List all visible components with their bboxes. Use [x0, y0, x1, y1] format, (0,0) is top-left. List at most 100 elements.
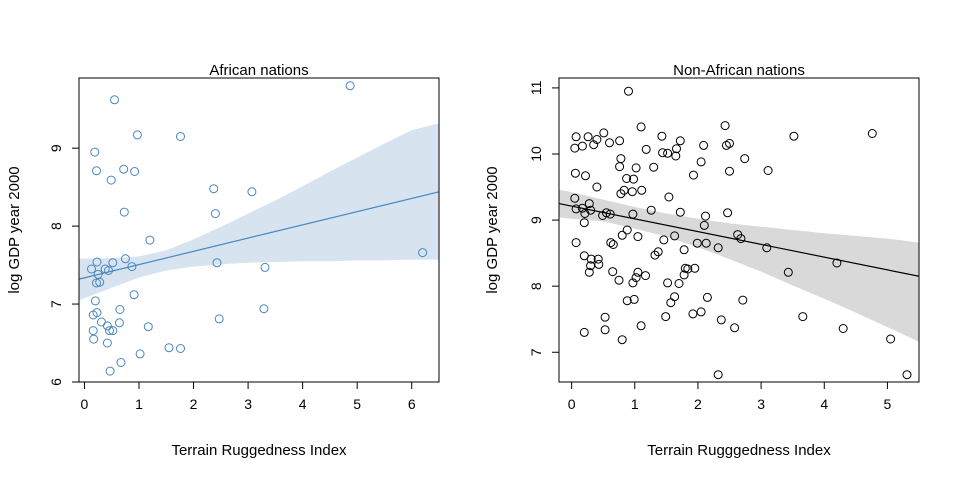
data-point [650, 250, 660, 260]
plot-frame [558, 77, 920, 383]
regression-line [78, 191, 440, 280]
x-tick-label: 3 [244, 396, 252, 412]
panel-title-african: African nations [209, 62, 308, 79]
data-point [702, 292, 712, 302]
data-point [689, 170, 698, 180]
x-tick-label: 5 [353, 396, 361, 412]
data-point [96, 317, 106, 327]
data-point [601, 208, 611, 218]
data-point [90, 296, 100, 306]
x-tick-label: 6 [408, 396, 416, 412]
data-point [692, 238, 702, 248]
data-point [600, 312, 610, 322]
data-point [570, 143, 580, 153]
data-point [119, 164, 129, 174]
data-point [688, 309, 698, 319]
y-tick-label: 7 [48, 300, 64, 308]
data-point [584, 199, 594, 209]
data-point [631, 273, 641, 283]
data-point [95, 277, 105, 287]
data-point [622, 225, 632, 235]
data-point [716, 315, 726, 325]
x-tick-label: 4 [299, 396, 307, 412]
data-point [679, 270, 689, 280]
data-point [606, 238, 616, 248]
confidence-band-area [79, 123, 439, 301]
data-point [725, 166, 734, 176]
data-point [636, 321, 646, 331]
x-tick-label: 0 [568, 396, 576, 412]
data-point [120, 254, 130, 264]
data-point [90, 147, 100, 157]
data-point [570, 168, 580, 178]
data-point [176, 132, 185, 141]
data-point [110, 95, 119, 105]
data-point [629, 174, 638, 184]
data-point [798, 312, 808, 322]
confidence-band-area [559, 189, 919, 342]
data-point [102, 321, 112, 331]
data-point [666, 298, 676, 308]
data-point [721, 140, 731, 150]
data-point [247, 187, 257, 197]
data-point [736, 234, 746, 244]
data-point [633, 232, 643, 242]
y-tick-label: 11 [528, 80, 544, 95]
data-point [617, 335, 627, 345]
data-point [641, 144, 651, 154]
data-point [696, 157, 706, 167]
data-point [586, 254, 596, 264]
data-point [608, 267, 618, 277]
data-point [646, 205, 656, 215]
data-point [127, 262, 137, 272]
y-tick-label: 8 [528, 282, 544, 290]
data-point [600, 325, 610, 335]
data-point [592, 182, 602, 192]
data-point [902, 370, 912, 380]
x-tick-label: 2 [190, 396, 198, 412]
data-point [589, 140, 599, 150]
data-point [661, 312, 671, 322]
data-point [674, 279, 684, 288]
data-point [92, 166, 101, 176]
data-point [88, 326, 98, 336]
data-point [713, 243, 723, 253]
data-point [116, 358, 126, 367]
x-tick-label: 5 [884, 396, 892, 412]
data-point [867, 129, 877, 138]
data-point [102, 338, 112, 348]
data-point [832, 258, 842, 268]
data-point [663, 278, 673, 288]
data-point [730, 323, 740, 333]
data-point [570, 193, 580, 203]
data-point [713, 370, 723, 380]
confidence-band-african [79, 123, 439, 301]
data-point [622, 296, 632, 306]
data-point [659, 235, 669, 245]
data-point [586, 205, 596, 215]
data-point [616, 154, 626, 164]
x-tick-label: 0 [81, 396, 89, 412]
data-point [670, 292, 680, 302]
data-point [599, 128, 609, 138]
data-point [571, 132, 581, 142]
data-point [616, 189, 626, 199]
data-point [633, 267, 643, 277]
data-point [789, 131, 799, 141]
data-point [345, 81, 355, 91]
plot-frame [78, 77, 440, 383]
data-point [653, 247, 663, 257]
data-point [259, 304, 269, 314]
data-point [657, 131, 667, 141]
data-point [87, 264, 96, 274]
data-point [130, 167, 140, 176]
y-tick-label: 9 [528, 216, 544, 224]
data-point [675, 207, 685, 217]
data-point [89, 334, 99, 344]
data-point [622, 174, 632, 183]
x-axis-title-african: Terrain Ruggedness Index [171, 442, 347, 459]
data-point [584, 267, 594, 277]
data-point [571, 204, 581, 214]
data-point [592, 135, 602, 144]
